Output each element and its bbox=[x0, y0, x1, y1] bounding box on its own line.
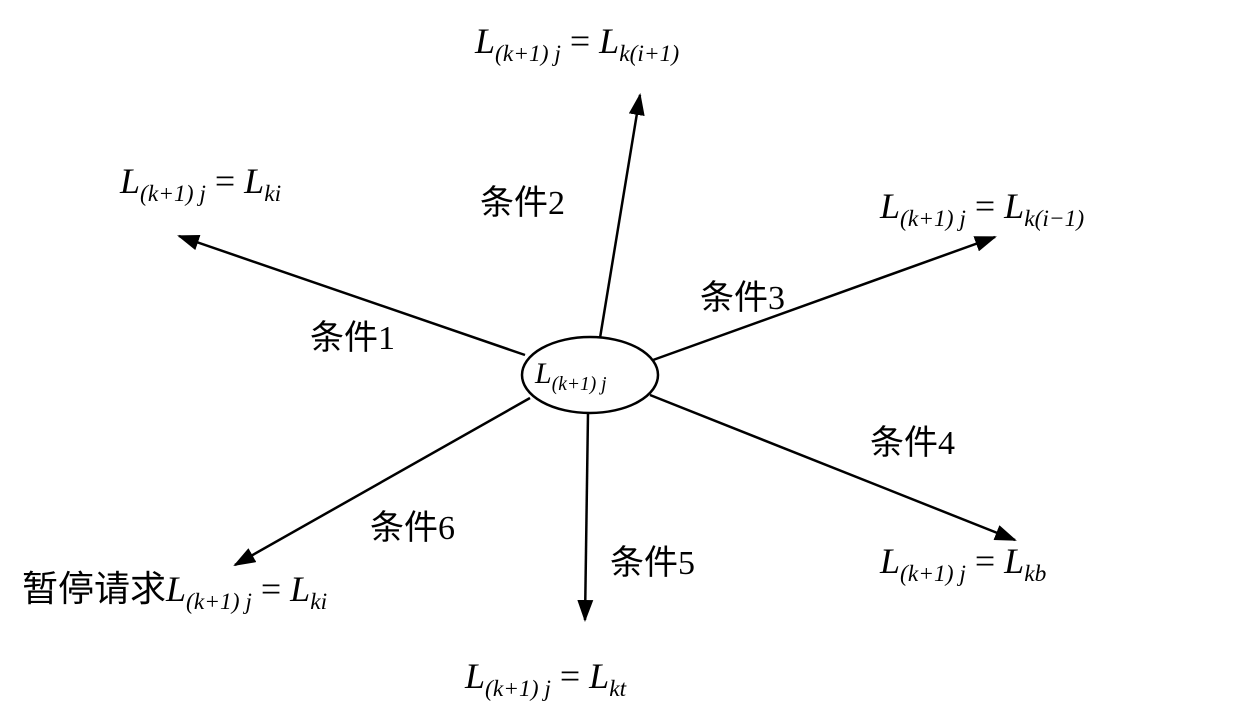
end-label-cond1: L(k+1) j = Lki bbox=[120, 160, 281, 208]
end-label-cond4: L(k+1) j = Lkb bbox=[880, 540, 1046, 588]
arrow-cond5 bbox=[585, 413, 588, 620]
center-node-label: L(k+1) j bbox=[535, 357, 607, 396]
edge-label-cond5: 条件5 bbox=[610, 535, 695, 584]
arrow-cond4 bbox=[650, 395, 1015, 540]
end-label-cond6: 暂停请求L(k+1) j = Lki bbox=[22, 560, 327, 616]
edge-label-cond4: 条件4 bbox=[870, 415, 955, 464]
arrow-cond2 bbox=[600, 95, 640, 338]
edge-label-cond2: 条件2 bbox=[480, 175, 565, 224]
end-label-cond5: L(k+1) j = Lkt bbox=[465, 655, 626, 703]
end-label-cond2: L(k+1) j = Lk(i+1) bbox=[475, 20, 679, 68]
edge-label-cond3: 条件3 bbox=[700, 270, 785, 319]
end-label-cond3: L(k+1) j = Lk(i−1) bbox=[880, 185, 1084, 233]
edge-label-cond1: 条件1 bbox=[310, 310, 395, 359]
edge-label-cond6: 条件6 bbox=[370, 500, 455, 549]
